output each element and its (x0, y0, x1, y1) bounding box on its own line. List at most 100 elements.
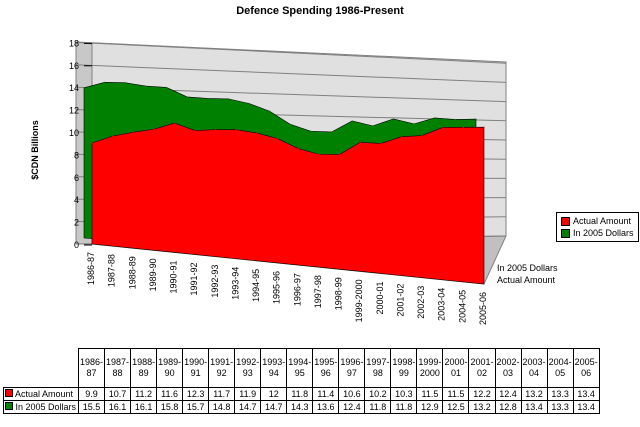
y-tick-label: 0 (74, 240, 79, 250)
table-cell: 13.2 (468, 400, 496, 414)
data-point (112, 135, 114, 137)
data-point (104, 81, 106, 83)
y-axis-label: $CDN Billions (30, 120, 40, 180)
data-point (235, 129, 238, 131)
column-header: 1997- 98 (364, 348, 392, 388)
legend-label: In 2005 Dollars (573, 228, 634, 238)
data-point (277, 137, 279, 140)
y-tick-label: 14 (69, 83, 79, 93)
data-point (462, 126, 464, 128)
plot-area: 0 2 4 6 8 10 12 14 16 18 $CDN Billions 1986-87 1987-… (30, 38, 558, 325)
table-cell: 13.6 (312, 400, 340, 414)
column-header: 1987- 88 (104, 348, 132, 388)
data-point (318, 153, 320, 155)
table-cell: 16.1 (104, 400, 132, 414)
table-cell: 14.7 (234, 400, 262, 414)
column-header: 1986- 87 (77, 348, 106, 388)
data-table: 1986- 87 1987- 88 1988- 89 1989- 90 1990- 91 1991-… (3, 348, 600, 414)
y-tick-label: 6 (74, 173, 79, 183)
table-cell: 11.5 (416, 387, 444, 401)
y-tick-label: 4 (74, 195, 79, 205)
data-point (173, 122, 176, 124)
data-point (413, 123, 415, 125)
legend: Actual Amount In 2005 Dollars (556, 212, 639, 242)
data-point (380, 142, 382, 145)
column-header: 2000- 01 (442, 348, 470, 388)
table-cell: 11.8 (364, 400, 392, 414)
legend-item-2005: In 2005 Dollars (561, 227, 634, 239)
table-cell: 11.4 (312, 387, 340, 401)
chart-title: Defence Spending 1986-Present (236, 5, 404, 17)
data-point (165, 86, 168, 89)
data-point (310, 130, 312, 132)
table-cell: 11.8 (390, 400, 418, 414)
table-row: In 2005 Dollars 15.5 16.1 16.1 15.8 15.7 14.8 1… (3, 400, 600, 414)
data-point (215, 129, 217, 131)
data-point (256, 132, 258, 134)
table-cell: 11.2 (130, 387, 158, 401)
table-header-row: 1986- 87 1987- 88 1988- 89 1989- 90 1990- 91 1991-… (4, 348, 600, 388)
data-point (442, 126, 444, 129)
x-tick-label: 1995-96 (272, 271, 282, 304)
x-tick-label: 1993-94 (230, 267, 240, 300)
table-cell: 10.3 (390, 387, 418, 401)
table-cell: 13.4 (520, 400, 548, 414)
x-tick-label: 2002-03 (416, 286, 426, 319)
y-tick-label: 10 (69, 128, 79, 138)
table-cell: 12.3 (182, 387, 210, 401)
data-point (194, 129, 196, 132)
table-row: Actual Amount 9.9 10.7 11.2 11.6 12.3 11.7 11.9… (3, 387, 600, 401)
data-point (359, 141, 361, 143)
y-tick-label: 8 (74, 150, 79, 160)
table-cell: 14.8 (208, 400, 236, 414)
data-point (392, 118, 395, 120)
data-point (475, 118, 477, 120)
y-tick-label: 12 (69, 106, 79, 116)
gridline (75, 64, 507, 83)
table-cell: 11.9 (234, 387, 262, 401)
legend-swatch (561, 216, 570, 226)
x-tick-label: 1992-93 (210, 265, 220, 298)
table-cell: 13.2 (520, 387, 548, 401)
table-cell: 12.9 (416, 400, 444, 414)
column-header: 1991- 92 (208, 348, 236, 388)
table-cell: 15.7 (182, 400, 210, 414)
x-tick-label: 1990-91 (169, 260, 179, 293)
table-cell: 14.3 (286, 400, 314, 414)
x-tick-label: 2001-02 (395, 284, 405, 317)
data-point (338, 153, 341, 156)
column-header: 1993- 94 (260, 348, 288, 388)
data-point (372, 125, 374, 127)
x-tick-label: 2003-04 (437, 288, 447, 321)
table-cell: 15.8 (156, 400, 184, 414)
x-tick-label: 1999-2000 (354, 279, 364, 322)
data-point (124, 82, 126, 84)
table-cell: 12.4 (338, 400, 366, 414)
table-cell: 11.7 (208, 387, 236, 401)
x-tick-label: 1998-99 (334, 277, 344, 310)
y-tick-label: 2 (74, 218, 79, 228)
data-point (83, 87, 85, 89)
x-tick-label: 1988-89 (127, 256, 137, 289)
table-cell: 12.2 (468, 387, 496, 401)
legend-label: Actual Amount (573, 216, 632, 226)
table-cell: 10.2 (364, 387, 392, 401)
column-header: 1990- 91 (182, 348, 210, 388)
legend-swatch (561, 228, 570, 238)
y-tick-label: 18 (69, 38, 79, 48)
y-tick-label: 16 (69, 61, 79, 71)
data-point (483, 126, 485, 128)
x-tick-label: 1987-88 (107, 254, 117, 287)
x-tick-label: 2004-05 (457, 290, 467, 323)
data-point (351, 120, 353, 122)
x-tick-label: 1994-95 (251, 269, 261, 302)
data-point (227, 98, 230, 100)
row-label: In 2005 Dollars (3, 400, 79, 414)
column-header: 2004- 05 (546, 348, 574, 388)
data-point (421, 134, 423, 137)
depth-label: Actual Amount (497, 275, 556, 285)
x-tick-label: 1996-97 (292, 273, 302, 306)
table-cell: 11.8 (286, 387, 314, 401)
column-header: 1995- 96 (312, 348, 340, 388)
